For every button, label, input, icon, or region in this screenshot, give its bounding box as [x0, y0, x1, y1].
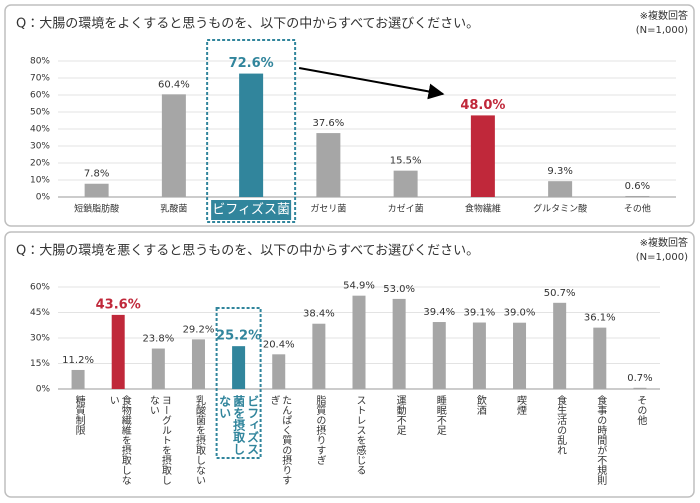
value-label: 11.2%: [62, 355, 94, 366]
chart-title: Q：大腸の環境を悪くすると思うものを、以下の中からすべてお選びください。: [16, 244, 479, 259]
x-tick-label: グルタミン酸: [533, 203, 587, 215]
x-tick-label: 食事の時間が不規則: [594, 395, 606, 485]
bar: [161, 94, 186, 197]
bar: [548, 181, 573, 197]
bar: [84, 183, 109, 197]
value-label: 53.0%: [383, 284, 415, 295]
y-tick-label: 15%: [30, 359, 50, 369]
value-label: 43.6%: [96, 297, 141, 312]
note: ※複数回答: [640, 236, 688, 249]
value-label: 50.7%: [544, 288, 576, 299]
bar: [151, 348, 165, 389]
value-label: 54.9%: [343, 281, 375, 292]
value-label: 29.2%: [183, 324, 215, 335]
x-tick-label: ビフィズス菌を摂取しない: [217, 395, 260, 455]
note: (N=1,000): [636, 25, 688, 36]
bar: [472, 322, 486, 389]
bar: [352, 295, 366, 389]
bar: [316, 133, 341, 197]
bar: [393, 170, 418, 197]
y-tick-label: 30%: [30, 334, 50, 344]
value-label: 25.2%: [216, 329, 261, 344]
value-label: 39.1%: [464, 308, 496, 319]
x-tick-label: カゼイ菌: [388, 203, 424, 215]
y-tick-label: 30%: [30, 142, 50, 152]
bar: [232, 346, 246, 389]
x-tick-label: ガセリ菌: [310, 203, 346, 215]
x-tick-label: ヨーグルトを摂取しない: [147, 395, 171, 485]
panel: [4, 4, 695, 227]
value-label: 37.6%: [312, 118, 344, 129]
highlight-box: [215, 307, 262, 459]
x-tick-label: 乳酸菌を摂取しない: [193, 395, 205, 485]
bar: [71, 369, 85, 389]
value-label: 23.8%: [142, 334, 174, 345]
x-tick-label: 運動不足: [394, 395, 406, 435]
x-tick-label: ストレスを感じる: [354, 395, 365, 475]
x-tick-label: 脂質の摂りすぎ: [313, 395, 325, 465]
y-tick-label: 20%: [30, 159, 50, 169]
bar: [553, 302, 567, 389]
x-tick-label: ビフィズス菌: [212, 202, 290, 218]
x-tick-label: 飲酒: [474, 395, 486, 415]
bar: [625, 195, 650, 197]
bar: [470, 115, 495, 197]
value-label: 72.6%: [229, 56, 274, 71]
y-tick-label: 10%: [30, 176, 50, 186]
x-tick-label: その他: [634, 395, 646, 425]
arrow: [298, 67, 445, 100]
bar: [272, 354, 286, 389]
y-tick-label: 70%: [30, 74, 50, 84]
value-label: 39.4%: [423, 307, 455, 318]
chart-title: Q：大腸の環境をよくすると思うものを、以下の中からすべてお選びください。: [16, 17, 479, 32]
bar: [111, 314, 125, 389]
x-tick-label: 乳酸菌: [160, 203, 187, 215]
y-tick-label: 45%: [30, 308, 50, 318]
y-tick-label: 40%: [30, 125, 50, 135]
x-tick-label: 食物繊維を摂取しない: [107, 395, 131, 485]
x-tick-label: 糖質制限: [73, 395, 85, 435]
y-tick-label: 60%: [30, 91, 50, 101]
bar: [392, 298, 406, 389]
bar: [239, 73, 264, 197]
label-bg: [211, 200, 292, 220]
y-tick-label: 0%: [36, 193, 51, 203]
y-tick-label: 50%: [30, 108, 50, 118]
value-label: 0.6%: [625, 181, 650, 192]
value-label: 9.3%: [547, 166, 572, 177]
value-label: 36.1%: [584, 313, 616, 324]
x-tick-label: 睡眠不足: [434, 395, 446, 435]
y-tick-label: 80%: [30, 57, 50, 67]
value-label: 7.8%: [84, 169, 109, 180]
x-tick-label: 食生活の乱れ: [554, 395, 566, 455]
y-tick-label: 60%: [30, 283, 50, 293]
y-tick-label: 0%: [36, 385, 51, 395]
x-tick-label: 喫煙: [514, 395, 526, 415]
value-label: 15.5%: [390, 156, 422, 167]
x-tick-label: 食物繊維: [465, 203, 501, 215]
value-label: 60.4%: [158, 79, 190, 90]
value-label: 38.4%: [303, 309, 335, 320]
x-tick-label: その他: [624, 203, 651, 215]
panel: [4, 231, 695, 498]
value-label: 39.0%: [504, 308, 536, 319]
bar: [312, 323, 326, 389]
bar: [593, 327, 607, 389]
value-label: 0.7%: [627, 373, 652, 384]
value-label: 20.4%: [263, 339, 295, 350]
bar: [513, 322, 527, 389]
bar: [191, 339, 205, 389]
bar: [633, 387, 647, 389]
note: (N=1,000): [636, 252, 688, 263]
x-tick-label: 短鎖脂肪酸: [74, 203, 119, 215]
bar: [432, 322, 446, 389]
note: ※複数回答: [640, 9, 688, 22]
value-label: 48.0%: [460, 98, 505, 113]
x-tick-label: たんぱく質の摂りすぎ: [267, 395, 291, 485]
